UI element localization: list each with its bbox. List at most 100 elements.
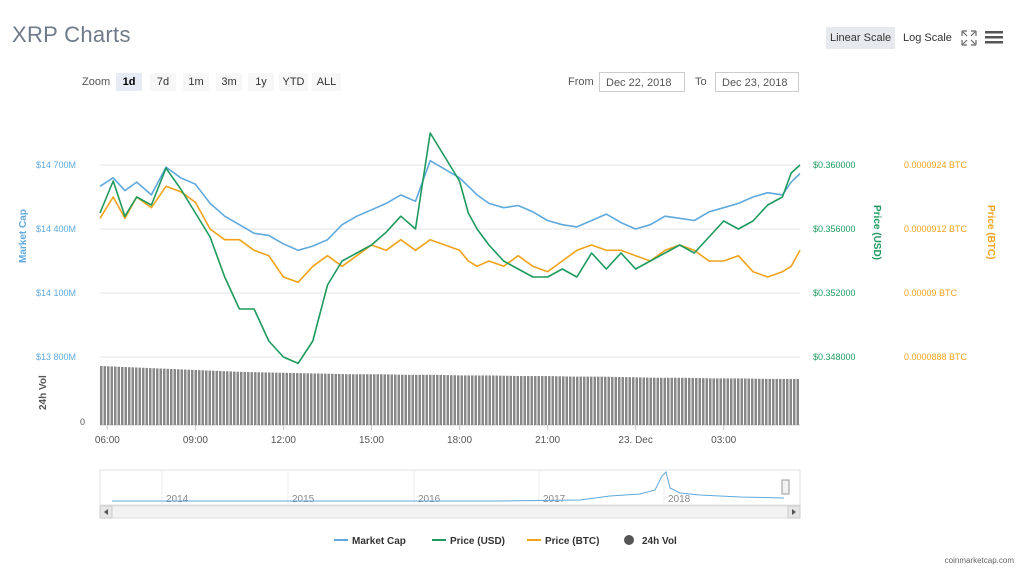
volume-bar bbox=[702, 378, 705, 425]
zoom-1m-button[interactable]: 1m bbox=[183, 73, 209, 91]
volume-bar bbox=[765, 378, 768, 425]
market-cap-tick-label: $14 100M bbox=[36, 288, 76, 298]
zoom-1y-button[interactable]: 1y bbox=[248, 73, 274, 91]
volume-bar bbox=[124, 367, 127, 425]
navigator-scrollbar[interactable] bbox=[99, 505, 801, 519]
volume-bar bbox=[695, 378, 698, 425]
volume-bar bbox=[432, 374, 435, 425]
volume-bar bbox=[681, 377, 684, 425]
zoom-ytd-button[interactable]: YTD bbox=[279, 73, 308, 91]
volume-bar bbox=[688, 377, 691, 425]
zoom-1d-button[interactable]: 1d bbox=[116, 73, 142, 91]
volume-bar bbox=[149, 368, 152, 425]
navigator-handle[interactable] bbox=[781, 479, 790, 495]
volume-bar bbox=[303, 373, 306, 425]
volume-bar bbox=[345, 374, 348, 425]
volume-bar bbox=[177, 369, 180, 425]
price-usd-tick-label: $0.352000 bbox=[813, 288, 856, 298]
volume-bar bbox=[534, 376, 537, 425]
volume-bar bbox=[268, 372, 271, 425]
navigator-year-label: 2015 bbox=[292, 494, 315, 505]
fullscreen-icon[interactable] bbox=[961, 30, 977, 46]
volume-bar bbox=[569, 376, 572, 425]
volume-bar bbox=[422, 374, 425, 425]
zoom-7d-button[interactable]: 7d bbox=[150, 73, 176, 91]
hamburger-menu-icon[interactable] bbox=[985, 29, 1003, 45]
volume-bar bbox=[663, 377, 666, 425]
volume-bar bbox=[520, 376, 523, 425]
volume-bar bbox=[201, 370, 204, 425]
volume-bar bbox=[205, 370, 208, 425]
volume-bar bbox=[142, 367, 145, 425]
x-tick-label: 23. Dec bbox=[618, 435, 652, 446]
market-cap-line bbox=[99, 159, 801, 252]
credit-text: coinmarketcap.com bbox=[944, 556, 1014, 565]
legend-item-label: Market Cap bbox=[352, 536, 406, 547]
volume-bar bbox=[257, 372, 260, 425]
volume-bar bbox=[408, 374, 411, 425]
volume-bar bbox=[590, 376, 593, 425]
legend-swatch[interactable] bbox=[624, 535, 634, 545]
from-date-input[interactable]: Dec 22, 2018 bbox=[599, 72, 685, 92]
volume-bar bbox=[548, 376, 551, 425]
volume-bar bbox=[716, 378, 719, 425]
zoom-all-button[interactable]: ALL bbox=[312, 73, 341, 91]
volume-bar bbox=[513, 375, 516, 425]
volume-bar bbox=[726, 378, 729, 425]
volume-bar bbox=[460, 375, 463, 425]
volume-bar bbox=[285, 372, 288, 425]
x-tick-label: 18:00 bbox=[447, 435, 472, 446]
volume-bar bbox=[555, 376, 558, 425]
volume-bar bbox=[530, 376, 533, 425]
linear-scale-button[interactable]: Linear Scale bbox=[826, 27, 896, 49]
scroll-left-arrow-icon bbox=[104, 509, 108, 515]
price-btc-tick-label: 0.0000924 BTC bbox=[904, 160, 968, 170]
volume-bar bbox=[128, 367, 131, 425]
volume-bar bbox=[240, 371, 243, 425]
log-scale-button[interactable]: Log Scale bbox=[903, 32, 952, 44]
price-usd-tick-label: $0.360000 bbox=[813, 160, 856, 170]
volume-bar bbox=[415, 374, 418, 425]
volume-bar bbox=[499, 375, 502, 425]
volume-bar bbox=[642, 377, 645, 425]
to-label: To bbox=[695, 76, 707, 88]
volume-bar bbox=[292, 373, 295, 425]
legend-item-label: Price (BTC) bbox=[545, 536, 599, 547]
volume-bar bbox=[793, 378, 796, 425]
volume-bar bbox=[495, 375, 498, 425]
volume-bar bbox=[772, 378, 775, 425]
volume-bar bbox=[289, 372, 292, 425]
volume-bar bbox=[103, 366, 106, 425]
navigator-panel[interactable] bbox=[99, 469, 801, 506]
volume-bar bbox=[194, 370, 197, 425]
price-btc-tick-label: 0.0000912 BTC bbox=[904, 224, 968, 234]
volume-bar bbox=[425, 374, 428, 425]
volume-bar bbox=[730, 378, 733, 425]
volume-bar bbox=[362, 374, 365, 425]
volume-bar bbox=[485, 375, 488, 425]
volume-bar bbox=[604, 376, 607, 425]
volume-bar bbox=[509, 375, 512, 425]
x-tick-label: 21:00 bbox=[535, 435, 560, 446]
volume-bar bbox=[373, 374, 376, 425]
volume-bar bbox=[618, 376, 621, 425]
volume-bar bbox=[355, 374, 358, 425]
volume-bar bbox=[751, 378, 754, 425]
x-tick-label: 06:00 bbox=[95, 435, 120, 446]
x-tick-label: 12:00 bbox=[271, 435, 296, 446]
volume-bar bbox=[761, 378, 764, 425]
volume-bar bbox=[275, 372, 278, 425]
volume-bar bbox=[754, 378, 757, 425]
volume-bar bbox=[471, 375, 474, 425]
volume-bar bbox=[467, 375, 470, 425]
page-title: XRP Charts bbox=[12, 22, 131, 47]
volume-bar bbox=[786, 378, 789, 425]
volume-bar bbox=[271, 372, 274, 425]
volume-bar bbox=[667, 377, 670, 425]
to-date-input[interactable]: Dec 23, 2018 bbox=[715, 72, 799, 92]
volume-bar bbox=[250, 372, 253, 425]
volume-bar bbox=[261, 372, 264, 425]
zoom-3m-button[interactable]: 3m bbox=[216, 73, 242, 91]
volume-bar bbox=[317, 373, 320, 425]
volume-bar bbox=[163, 368, 166, 425]
